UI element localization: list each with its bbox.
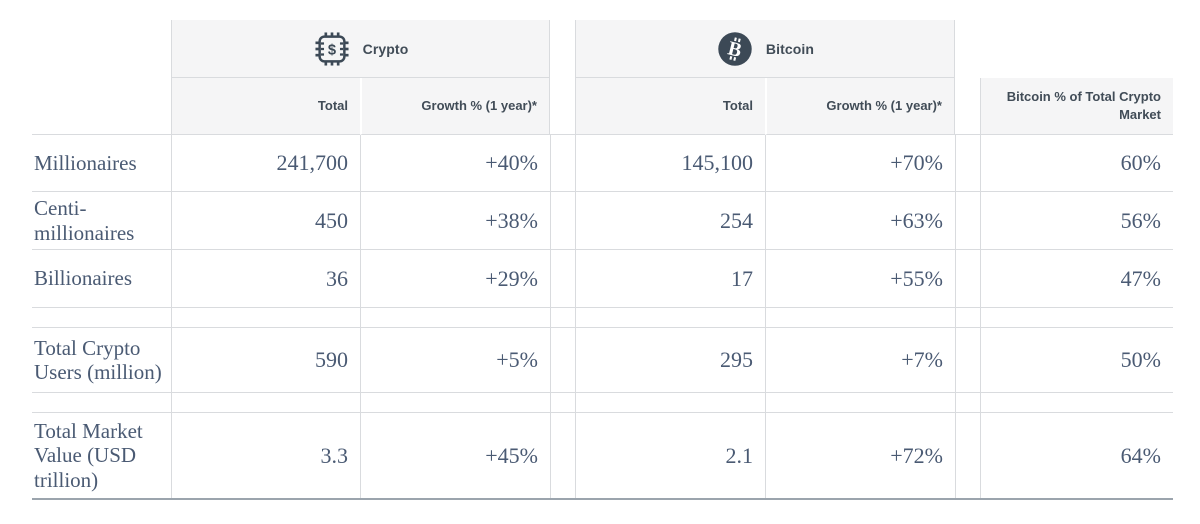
- cell-billionaires-crypto-total: 36: [171, 250, 360, 308]
- spacer-row: [550, 393, 575, 413]
- cell-centi-crypto-total: 450: [171, 192, 360, 250]
- cell-users-crypto-growth: +5%: [360, 328, 550, 393]
- row-label-billionaires: Billionaires: [32, 250, 171, 308]
- col-header-crypto-total: Total: [171, 78, 360, 135]
- column-gap: [955, 135, 980, 192]
- col-header-crypto-growth: Growth % (1 year)*: [360, 78, 550, 135]
- cell-market-crypto-growth: +45%: [360, 413, 550, 498]
- spacer-row: [360, 393, 550, 413]
- col-header-bitcoin-share: Bitcoin % of Total Crypto Market: [980, 78, 1173, 135]
- col-header-bitcoin-total: Total: [575, 78, 765, 135]
- spacer-row: [32, 308, 171, 328]
- row-label-total-crypto-users: Total Crypto Users (million): [32, 328, 171, 393]
- spacer-row: [171, 393, 360, 413]
- cell-millionaires-bitcoin-share: 60%: [980, 135, 1173, 192]
- cell-market-bitcoin-growth: +72%: [765, 413, 955, 498]
- corner-blank: [32, 20, 171, 78]
- cell-millionaires-crypto-total: 241,700: [171, 135, 360, 192]
- chip-dollar-icon: $: [313, 30, 351, 68]
- cell-market-crypto-total: 3.3: [171, 413, 360, 498]
- row-label-millionaires: Millionaires: [32, 135, 171, 192]
- svg-text:B: B: [726, 37, 744, 62]
- spacer-row: [550, 308, 575, 328]
- header-gap: [955, 20, 980, 78]
- row-label-centi-millionaires: Centi- millionaires: [32, 192, 171, 250]
- column-gap: [550, 250, 575, 308]
- bitcoin-icon: B: [716, 30, 754, 68]
- cell-billionaires-bitcoin-share: 47%: [980, 250, 1173, 308]
- crypto-group-label: Crypto: [362, 40, 409, 57]
- cell-users-bitcoin-share: 50%: [980, 328, 1173, 393]
- column-gap: [955, 328, 980, 393]
- column-gap: [550, 135, 575, 192]
- spacer-row: [360, 308, 550, 328]
- column-gap: [955, 250, 980, 308]
- spacer-row: [980, 393, 1173, 413]
- label-column-header-blank: [32, 78, 171, 135]
- cell-millionaires-crypto-growth: +40%: [360, 135, 550, 192]
- header-gap: [550, 78, 575, 135]
- cell-billionaires-crypto-growth: +29%: [360, 250, 550, 308]
- crypto-wealth-table: $ Crypto B Bitcoin Total Growth % (1 yea…: [32, 20, 1173, 500]
- cell-market-bitcoin-share: 64%: [980, 413, 1173, 498]
- bitcoin-group-label: Bitcoin: [765, 40, 815, 57]
- column-gap: [955, 192, 980, 250]
- header-gap: [955, 78, 980, 135]
- cell-centi-bitcoin-total: 254: [575, 192, 765, 250]
- column-gap: [550, 328, 575, 393]
- spacer-row: [32, 393, 171, 413]
- spacer-row: [955, 393, 980, 413]
- cell-users-bitcoin-total: 295: [575, 328, 765, 393]
- cell-centi-crypto-growth: +38%: [360, 192, 550, 250]
- header-gap: [550, 20, 575, 78]
- col-header-bitcoin-growth: Growth % (1 year)*: [765, 78, 955, 135]
- cell-centi-bitcoin-share: 56%: [980, 192, 1173, 250]
- cell-users-crypto-total: 590: [171, 328, 360, 393]
- cell-billionaires-bitcoin-total: 17: [575, 250, 765, 308]
- spacer-row: [765, 393, 955, 413]
- column-gap: [955, 413, 980, 498]
- spacer-row: [575, 308, 765, 328]
- svg-text:$: $: [328, 42, 336, 58]
- header-crypto-group: $ Crypto: [171, 20, 550, 78]
- spacer-row: [575, 393, 765, 413]
- column-gap: [550, 413, 575, 498]
- cell-users-bitcoin-growth: +7%: [765, 328, 955, 393]
- column-gap: [550, 192, 575, 250]
- spacer-row: [955, 308, 980, 328]
- spacer-row: [980, 308, 1173, 328]
- cell-millionaires-bitcoin-growth: +70%: [765, 135, 955, 192]
- header-bitcoin-group: B Bitcoin: [575, 20, 955, 78]
- cell-billionaires-bitcoin-growth: +55%: [765, 250, 955, 308]
- spacer-row: [171, 308, 360, 328]
- cell-market-bitcoin-total: 2.1: [575, 413, 765, 498]
- spacer-row: [765, 308, 955, 328]
- header-blank: [980, 20, 1173, 78]
- cell-centi-bitcoin-growth: +63%: [765, 192, 955, 250]
- row-label-total-market-value: Total Market Value (USD trillion): [34, 418, 143, 492]
- cell-millionaires-bitcoin-total: 145,100: [575, 135, 765, 192]
